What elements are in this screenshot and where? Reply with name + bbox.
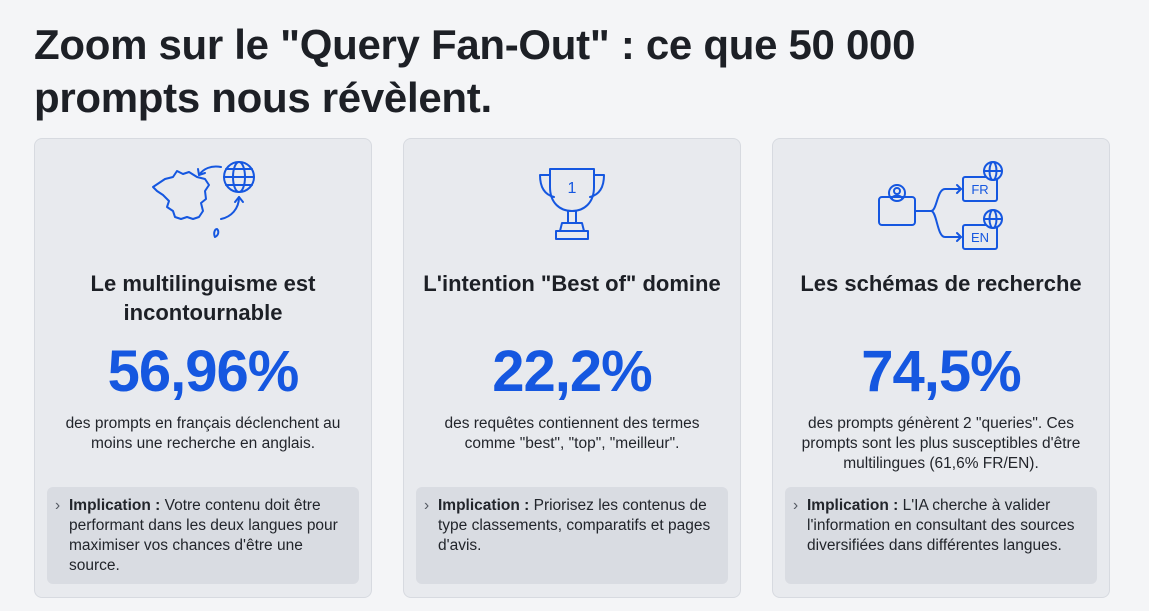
card-title: L'intention "Best of" domine xyxy=(423,271,721,296)
implication-box: › Implication : Votre contenu doit être … xyxy=(47,487,359,584)
implication-text: Votre contenu doit être performant dans … xyxy=(69,497,338,574)
card-stat: 56,96% xyxy=(107,339,300,404)
lang-fr-label: FR xyxy=(971,182,988,197)
implication-text: Priorisez les contenus de type classemen… xyxy=(438,497,711,554)
lang-en-label: EN xyxy=(971,230,989,245)
implication-label: Implication : xyxy=(807,497,899,514)
user-branching-languages-icon: FR EN xyxy=(773,157,1109,257)
france-globe-icon xyxy=(35,157,371,257)
trophy-icon: 1 xyxy=(404,157,740,257)
card-search-patterns: FR EN Les schémas de recherche 74,5% des… xyxy=(772,138,1110,598)
card-best-of: 1 L'intention "Best of" domine 22,2% des… xyxy=(403,138,741,598)
implication-box: › Implication : L'IA cherche à valider l… xyxy=(785,487,1097,584)
chevron-right-icon: › xyxy=(55,497,61,514)
card-description: des prompts en français déclenchent au m… xyxy=(65,415,341,452)
card-description: des requêtes contiennent des termes comm… xyxy=(444,415,700,452)
page-title: Zoom sur le "Query Fan-Out" : ce que 50 … xyxy=(34,21,916,121)
card-stat: 22,2% xyxy=(492,339,652,404)
chevron-right-icon: › xyxy=(424,497,430,514)
card-stat: 74,5% xyxy=(861,339,1021,404)
implication-box: › Implication : Priorisez les contenus d… xyxy=(416,487,728,584)
card-title: Le multilinguisme est incontournable xyxy=(90,271,316,325)
trophy-number: 1 xyxy=(568,180,577,197)
card-multilingual: Le multilinguisme est incontournable 56,… xyxy=(34,138,372,598)
implication-text: L'IA cherche à valider l'information en … xyxy=(807,497,1075,554)
card-description: des prompts génèrent 2 "queries". Ces pr… xyxy=(801,415,1081,472)
implication-label: Implication : xyxy=(438,497,530,514)
card-title: Les schémas de recherche xyxy=(800,271,1082,296)
implication-label: Implication : xyxy=(69,497,161,514)
chevron-right-icon: › xyxy=(793,497,799,514)
